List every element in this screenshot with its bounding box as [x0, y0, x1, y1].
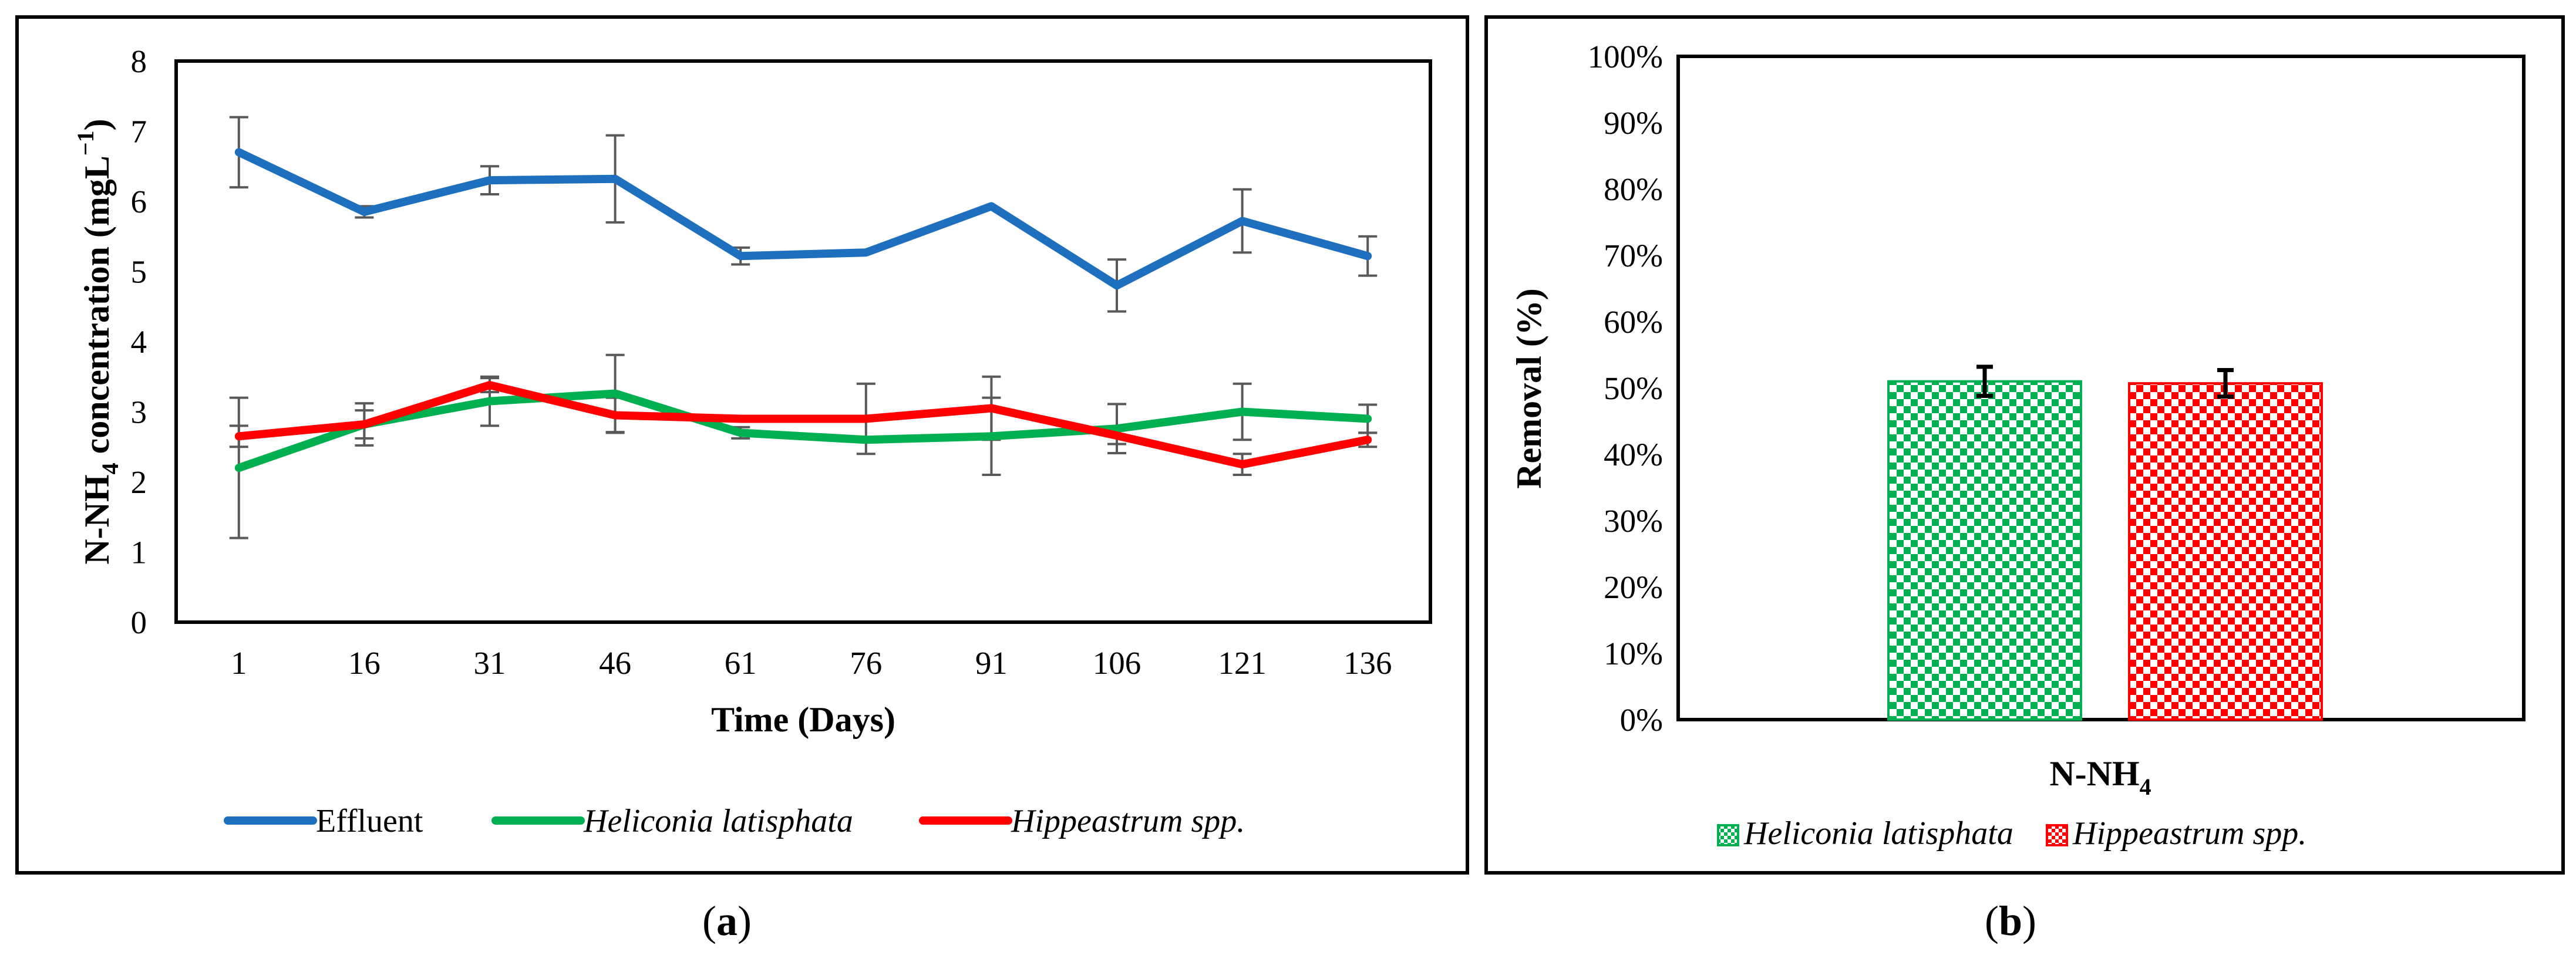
- x-tick-label: 46: [599, 645, 631, 681]
- y-tick-label: 3: [131, 394, 147, 430]
- y-tick-label: 10%: [1604, 636, 1663, 671]
- bar-chart-svg: 0%10%20%30%40%50%60%70%80%90%100% N-NH4 …: [1510, 39, 2526, 852]
- bars: [1887, 380, 2323, 721]
- legend: Heliconia latisphata Hippeastrum spp.: [1717, 815, 2306, 852]
- y-tick-label: 0%: [1620, 702, 1663, 738]
- x-axis-ticks: 1 16 31 46 61 76 91 106 121 136: [231, 645, 1392, 681]
- legend-item-0: Heliconia latisphata: [1717, 815, 2013, 852]
- error-bars: [229, 116, 1378, 539]
- legend-item-1: Heliconia latisphata: [491, 803, 853, 839]
- plot-area-frame: [1676, 55, 2526, 721]
- x-tick-label: 1: [231, 645, 247, 681]
- bar-1: [2128, 382, 2323, 721]
- x-tick-label: 76: [850, 645, 882, 681]
- series-line-0: [234, 148, 1372, 290]
- y-tick-label: 8: [131, 43, 147, 79]
- series-line-1: [234, 389, 1372, 473]
- x-tick-label: 31: [474, 645, 506, 681]
- line-chart-svg: 0 1 2 3 4 5 6 7 8 1 16 31 46 61 76 91 106 121 136 Time (D…: [72, 43, 1432, 839]
- error-bar: [1976, 365, 1993, 399]
- plot-area-frame: [174, 59, 1432, 624]
- x-tick-label: 121: [1218, 645, 1267, 681]
- panel-a-caption: (a): [702, 897, 752, 944]
- y-tick-label: 0: [131, 605, 147, 640]
- y-tick-label: 40%: [1604, 437, 1663, 473]
- y-tick-label: 30%: [1604, 503, 1663, 539]
- legend-item-1: Hippeastrum spp.: [2046, 815, 2306, 852]
- legend: Effluent Heliconia latisphata Hippeastrum …: [224, 803, 1245, 839]
- x-tick-label: 136: [1343, 645, 1392, 681]
- panel-b-bar-chart: 0% 10% 20% 30% 40% 50% 60% 70% 80% 90% 100% N-NH4 …: [1484, 15, 2565, 875]
- error-bar: [2217, 367, 2234, 399]
- y-tick-label: 20%: [1604, 569, 1663, 605]
- x-tick-label: 61: [725, 645, 757, 681]
- y-tick-label: 2: [131, 464, 147, 500]
- y-axis-title: Removal (%): [1510, 288, 1548, 489]
- y-tick-label: 4: [131, 324, 147, 360]
- legend-label: Heliconia latisphata: [1743, 815, 2013, 852]
- y-tick-label: 90%: [1604, 105, 1663, 141]
- y-tick-label: 70%: [1604, 238, 1663, 274]
- legend-swatch: [2046, 824, 2068, 846]
- series-line-2: [234, 381, 1372, 469]
- category-label: N-NH4: [2049, 754, 2151, 800]
- legend-swatch: [1717, 824, 1739, 846]
- y-tick-label: 60%: [1604, 304, 1663, 340]
- panel-a-line-chart: 0 1 2 3 4 5 6 7 8 1 16 31 46 61 76 91 106 121 136 Time (D…: [15, 15, 1469, 875]
- y-tick-label: 5: [131, 254, 147, 290]
- x-tick-label: 16: [348, 645, 380, 681]
- y-tick-label: 1: [131, 535, 147, 571]
- x-tick-label: 91: [975, 645, 1008, 681]
- y-axis-title: N-NH4 concentration (mgL−1): [72, 119, 123, 564]
- error-bars: [1976, 365, 2234, 399]
- legend-item-2: Hippeastrum spp.: [919, 803, 1245, 839]
- series-lines: [234, 148, 1372, 473]
- y-tick-label: 6: [131, 184, 147, 220]
- bar-0: [1887, 380, 2082, 721]
- y-axis-ticks: 0 1 2 3 4 5 6 7 8: [131, 43, 147, 640]
- y-tick-label: 50%: [1604, 370, 1663, 406]
- panel-b-caption: (b): [1985, 897, 2037, 944]
- y-tick-label: 7: [131, 114, 147, 150]
- legend-label: Hippeastrum spp.: [1011, 803, 1245, 839]
- legend-label: Hippeastrum spp.: [2072, 815, 2306, 852]
- legend-label: Effluent: [316, 803, 423, 839]
- y-axis-ticks: 0% 10% 20% 30% 40% 50% 60% 70% 80% 90% 100%: [1588, 39, 1663, 738]
- x-axis-title: Time (Days): [711, 700, 895, 739]
- y-tick-label: 100%: [1588, 39, 1663, 75]
- y-tick-label: 80%: [1604, 171, 1663, 207]
- x-tick-label: 106: [1093, 645, 1141, 681]
- legend-label: Heliconia latisphata: [583, 803, 853, 839]
- legend-item-0: Effluent: [224, 803, 423, 839]
